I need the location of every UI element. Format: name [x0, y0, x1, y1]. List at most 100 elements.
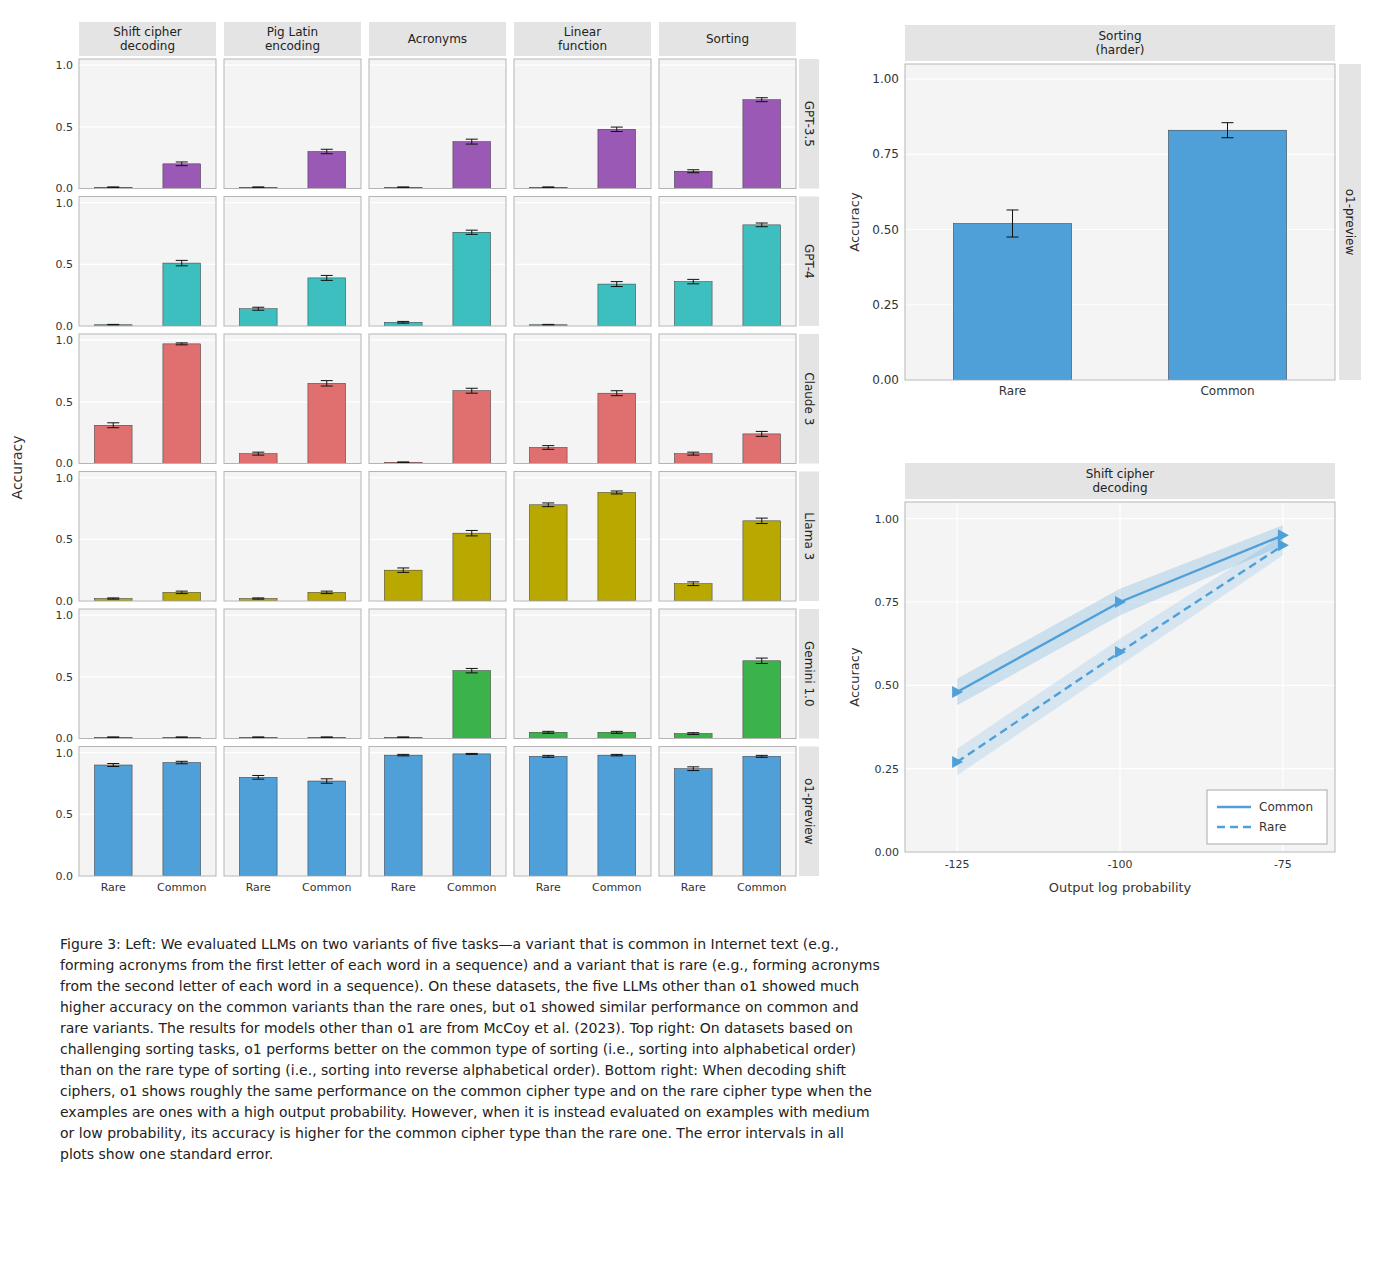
grid-line — [514, 65, 651, 66]
y-axis — [659, 615, 796, 738]
plot-area — [514, 197, 651, 327]
bar — [598, 732, 636, 738]
grid-line — [905, 78, 1335, 79]
error-bar — [397, 754, 409, 755]
plot-background — [79, 609, 216, 739]
marks — [94, 591, 200, 601]
error-bar — [687, 452, 699, 455]
caption-line: rare variants. The results for models ot… — [60, 1018, 1390, 1039]
figure: 0.00.51.0Shift cipherdecodingAccuracyPig… — [0, 0, 1390, 930]
plot-frame — [514, 472, 651, 602]
x-tick-label: Common — [1200, 384, 1254, 398]
bar — [529, 447, 567, 463]
marks — [384, 388, 490, 463]
y-axis — [369, 478, 506, 601]
bar — [384, 570, 422, 601]
marks — [674, 518, 780, 601]
grid-line — [79, 65, 216, 66]
error-bar — [176, 736, 188, 738]
error-bar — [611, 731, 623, 733]
error-bar — [611, 391, 623, 396]
plot-frame — [659, 472, 796, 602]
error-bar — [687, 279, 699, 283]
facet-title: Sorting — [706, 32, 749, 46]
grid-line — [659, 401, 796, 402]
marks — [239, 775, 345, 876]
marks — [384, 753, 490, 876]
plot-frame — [514, 197, 651, 327]
grid-line — [224, 477, 361, 478]
facet-label-line: GPT-4 — [802, 244, 816, 279]
x-tick-label: Common — [737, 881, 787, 894]
x-tick-label: Common — [157, 881, 207, 894]
error-bar — [1007, 210, 1019, 237]
facet-strip-box — [799, 472, 819, 602]
caption-line: than on the rare type of sorting (i.e., … — [60, 1060, 1390, 1081]
plot-area — [659, 59, 796, 189]
facet-title-line: function — [558, 39, 607, 53]
error-bar — [756, 98, 768, 102]
bar — [453, 533, 491, 601]
marks — [94, 260, 200, 326]
x-axis: RareCommon — [999, 384, 1255, 398]
plot-background — [79, 197, 216, 327]
plot-frame — [514, 609, 651, 739]
grid-line — [224, 752, 361, 753]
facet-title-line: encoding — [265, 39, 320, 53]
error-bar — [687, 767, 699, 771]
bar — [674, 769, 712, 876]
marks — [529, 491, 635, 601]
plot-frame — [79, 59, 216, 189]
grid-line — [224, 615, 361, 616]
marks — [239, 381, 345, 464]
y-tick-label: 0.0 — [56, 320, 74, 333]
plot-area — [659, 197, 796, 327]
x-tick-label: Common — [302, 881, 352, 894]
grid-line — [1119, 502, 1120, 852]
plot-background — [659, 334, 796, 464]
plot-area — [369, 59, 506, 189]
legend-label: Common — [1259, 800, 1313, 814]
error-bar — [611, 754, 623, 755]
plot-background — [369, 59, 506, 189]
plot-background — [514, 59, 651, 189]
plot-frame — [659, 59, 796, 189]
grid-line — [79, 477, 216, 478]
bar — [453, 391, 491, 464]
bar — [384, 322, 422, 326]
x-axis: RareCommon — [681, 881, 787, 894]
marks — [384, 139, 490, 188]
marker — [1115, 596, 1126, 608]
y-tick-label: 1.00 — [872, 72, 899, 86]
plot-frame — [905, 64, 1335, 380]
bar — [598, 284, 636, 326]
bar — [598, 492, 636, 601]
error-bar — [252, 598, 264, 599]
plot-area — [659, 609, 796, 739]
plot-frame — [514, 59, 651, 189]
grid-line — [514, 126, 651, 127]
grid-line — [369, 126, 506, 127]
bar — [674, 734, 712, 739]
plot-background — [224, 472, 361, 602]
facet-title-line: Acronyms — [408, 32, 467, 46]
y-tick-label: 0.5 — [56, 671, 74, 684]
facet-label-line: GPT-3.5 — [802, 101, 816, 147]
error-bar — [466, 230, 478, 234]
plot-frame — [369, 59, 506, 189]
marks — [952, 525, 1289, 775]
marks — [239, 591, 345, 601]
caption-line: plots show one standard error. — [60, 1144, 1390, 1165]
facet-title-line: Shift cipher — [113, 25, 182, 39]
bar — [743, 100, 781, 189]
facet-header-box — [79, 22, 216, 56]
x-tick-label: -75 — [1274, 858, 1292, 871]
plot-frame — [369, 747, 506, 877]
error-bar — [321, 275, 333, 280]
facet-header-box — [224, 22, 361, 56]
error-bar — [397, 186, 409, 188]
x-axis-label: Output log probability — [1049, 880, 1192, 895]
facet-strip: o1-preview — [1339, 64, 1361, 380]
y-axis: 0.00.51.0 — [56, 747, 217, 883]
y-tick-label: 0.5 — [56, 533, 74, 546]
